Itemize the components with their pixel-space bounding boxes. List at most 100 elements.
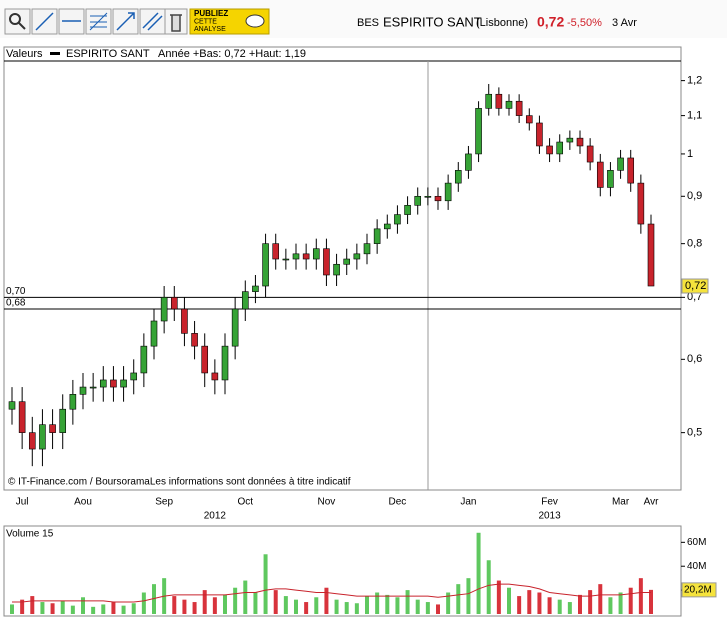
candle-body bbox=[323, 248, 330, 276]
volume-bar bbox=[466, 578, 471, 614]
x-tick-label: Aou bbox=[74, 497, 92, 508]
volume-bar bbox=[20, 599, 25, 614]
volume-bar bbox=[192, 602, 197, 614]
volume-bar bbox=[121, 605, 126, 614]
candle-body bbox=[333, 263, 340, 276]
candle-body bbox=[556, 141, 564, 155]
candle-body bbox=[607, 170, 614, 188]
arrow-icon bbox=[116, 12, 135, 31]
stock-name: ESPIRITO SANT bbox=[383, 14, 482, 29]
volume-bar bbox=[50, 603, 55, 614]
support-label: 0,70 bbox=[6, 286, 26, 297]
price-tag bbox=[681, 278, 709, 294]
candle-body bbox=[373, 228, 381, 244]
candle-body bbox=[617, 157, 624, 171]
volume-bar bbox=[334, 599, 339, 614]
candle-body bbox=[475, 108, 482, 155]
candle-body bbox=[231, 308, 239, 347]
candle-body bbox=[99, 379, 107, 388]
price-panel bbox=[3, 46, 682, 491]
candle-body bbox=[495, 93, 503, 109]
volume-bar bbox=[304, 602, 309, 614]
volume-bar bbox=[263, 554, 268, 614]
speech-icon bbox=[245, 14, 265, 28]
volume-bar bbox=[436, 604, 440, 614]
legend-summary: Année +Bas: 0,72 +Haut: 1,19 bbox=[158, 48, 306, 60]
x-tick-label: Jul bbox=[16, 497, 29, 508]
candle-body bbox=[79, 386, 87, 395]
candle-body bbox=[637, 182, 645, 225]
volume-bar bbox=[547, 597, 552, 614]
volume-bar bbox=[344, 602, 349, 614]
volume-bar bbox=[496, 580, 501, 614]
stock-market: (Lisbonne) bbox=[476, 17, 528, 29]
x-tick-label: Sep bbox=[155, 497, 173, 508]
candle-body bbox=[140, 345, 148, 374]
candle-body bbox=[576, 137, 584, 147]
candle-body bbox=[353, 253, 361, 260]
volume-bar bbox=[253, 592, 258, 614]
candle-body bbox=[302, 253, 310, 260]
y-tick-label: 40M bbox=[687, 561, 706, 572]
volume-bar bbox=[141, 592, 146, 614]
stock-date: 3 Avr bbox=[612, 17, 637, 29]
candle-body bbox=[586, 145, 594, 163]
candle-body bbox=[343, 258, 351, 265]
volume-bar bbox=[283, 596, 288, 614]
candle-body bbox=[221, 345, 229, 381]
candle-body bbox=[252, 285, 259, 292]
candle-body bbox=[130, 372, 138, 381]
volume-bar bbox=[375, 592, 380, 614]
volume-panel bbox=[3, 525, 682, 617]
legend-title: Valeurs bbox=[6, 48, 43, 60]
zoom-button[interactable] bbox=[4, 8, 31, 35]
volume-bar bbox=[172, 596, 177, 614]
zoom-icon bbox=[18, 22, 26, 30]
volume-bar bbox=[395, 597, 400, 614]
candle-body bbox=[383, 223, 391, 230]
legend-entry: ESPIRITO SANT bbox=[66, 48, 150, 60]
source-note: © IT-Finance.com / BoursoramaLes informa… bbox=[8, 477, 351, 488]
candle-body bbox=[414, 195, 422, 206]
candle-body bbox=[434, 195, 442, 202]
volume-bar bbox=[60, 600, 65, 614]
volume-bar bbox=[70, 605, 75, 614]
volume-bar bbox=[182, 599, 187, 614]
volume-bar bbox=[638, 578, 643, 614]
candle-body bbox=[465, 153, 472, 171]
channel-button[interactable] bbox=[139, 8, 166, 35]
candle-body bbox=[69, 394, 77, 410]
volume-tag bbox=[681, 582, 717, 598]
volume-bar bbox=[608, 597, 613, 614]
y-tick-label: 0,9 bbox=[687, 190, 702, 202]
volume-bar bbox=[628, 587, 633, 614]
candle-body bbox=[8, 401, 16, 410]
candle-body bbox=[444, 182, 452, 202]
volume-bar bbox=[101, 604, 106, 614]
candle-body bbox=[627, 157, 635, 184]
volume-bar bbox=[446, 592, 451, 614]
candle-body bbox=[262, 243, 269, 287]
x-tick-label: Fev bbox=[541, 497, 558, 508]
volume-bar bbox=[618, 592, 623, 614]
candle-body bbox=[292, 253, 300, 260]
x-tick-label: Mar bbox=[612, 497, 630, 508]
channel-icon bbox=[142, 12, 163, 31]
volume-bar bbox=[557, 599, 562, 614]
volume-bar bbox=[111, 602, 116, 614]
volume-bar bbox=[40, 602, 45, 614]
volume-bar bbox=[212, 597, 217, 614]
candle-body bbox=[241, 291, 249, 310]
candle-body bbox=[536, 122, 543, 147]
y-tick-label: 1,1 bbox=[687, 110, 702, 122]
y-tick-label: 0,7 bbox=[687, 291, 702, 303]
volume-bar bbox=[233, 587, 238, 614]
y-tick-label: 0,6 bbox=[687, 353, 702, 365]
y-tick-label: 0,5 bbox=[687, 427, 702, 439]
publish-label: ANALYSE bbox=[194, 26, 226, 33]
candle-body bbox=[49, 424, 56, 433]
candle-body bbox=[191, 333, 198, 347]
line-icon bbox=[35, 12, 54, 31]
candle-body bbox=[363, 243, 371, 255]
